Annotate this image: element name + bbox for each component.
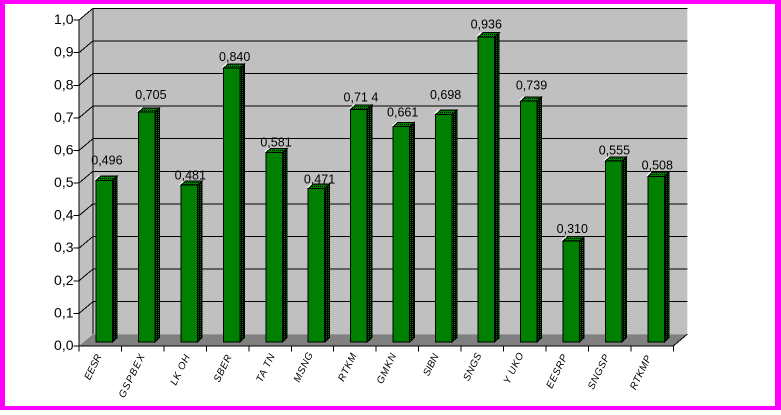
svg-text:0,1: 0,1 <box>54 304 74 320</box>
svg-text:0,3: 0,3 <box>54 239 74 255</box>
svg-text:0,0: 0,0 <box>54 337 74 353</box>
svg-text:0,5: 0,5 <box>54 174 74 190</box>
svg-text:0,705: 0,705 <box>135 88 166 102</box>
svg-text:0,9: 0,9 <box>54 44 74 60</box>
svg-text:0,71 4: 0,71 4 <box>344 91 379 105</box>
svg-text:0,698: 0,698 <box>430 88 461 102</box>
svg-text:0,496: 0,496 <box>91 154 122 168</box>
svg-text:0,555: 0,555 <box>599 144 630 158</box>
svg-text:1,0: 1,0 <box>54 11 74 27</box>
svg-text:0,481: 0,481 <box>175 168 206 182</box>
svg-text:0,310: 0,310 <box>557 222 588 236</box>
svg-text:0,2: 0,2 <box>54 272 74 288</box>
svg-text:0,739: 0,739 <box>516 79 547 93</box>
svg-text:0,936: 0,936 <box>471 18 502 32</box>
svg-text:0,471: 0,471 <box>304 172 335 186</box>
svg-text:0,6: 0,6 <box>54 142 74 158</box>
svg-text:0,508: 0,508 <box>642 158 673 172</box>
svg-text:0,8: 0,8 <box>54 76 74 92</box>
svg-text:0,581: 0,581 <box>260 136 291 150</box>
svg-text:0,661: 0,661 <box>387 106 418 120</box>
svg-text:0,840: 0,840 <box>219 50 250 64</box>
svg-text:0,4: 0,4 <box>54 207 74 223</box>
svg-text:0,7: 0,7 <box>54 109 74 125</box>
